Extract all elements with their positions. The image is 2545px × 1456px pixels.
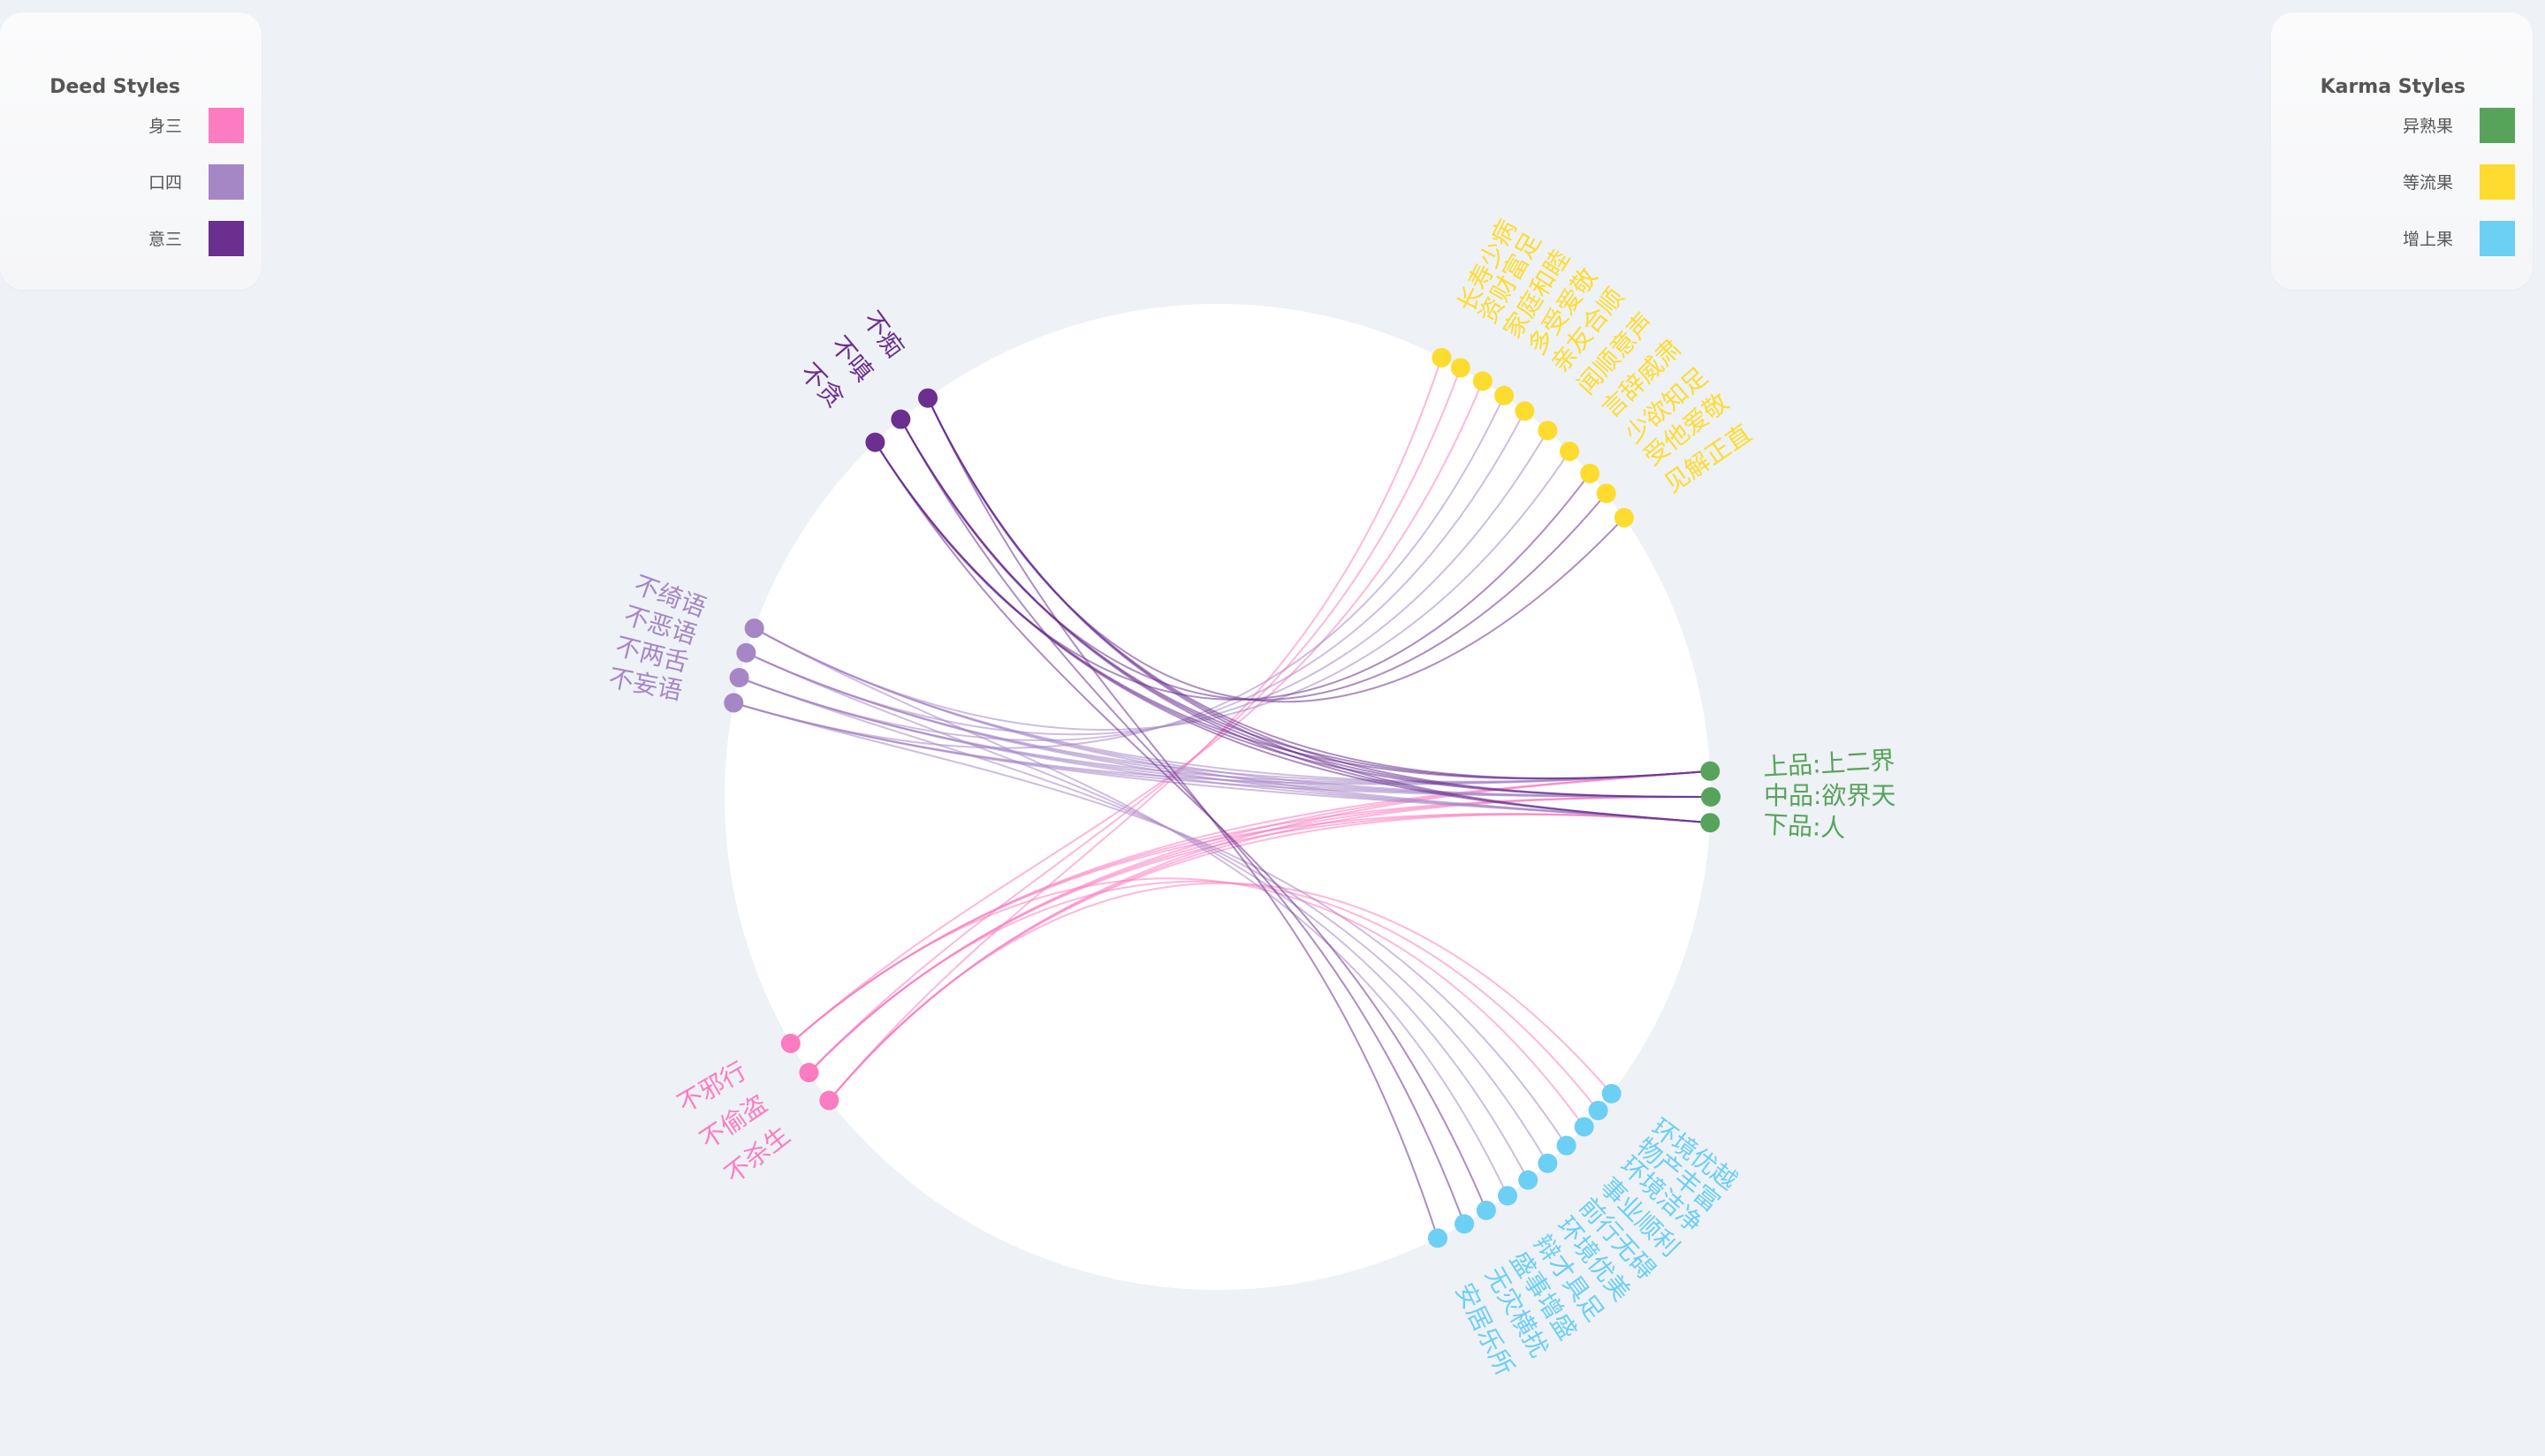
- node-dot[interactable]: [819, 1090, 839, 1111]
- deed-legend-title: Deed Styles: [49, 76, 180, 98]
- node-dot[interactable]: [918, 388, 938, 408]
- node-dot[interactable]: [1455, 1214, 1474, 1234]
- node-dot[interactable]: [1497, 1186, 1517, 1206]
- node-dot[interactable]: [865, 432, 885, 452]
- chord-link[interactable]: [927, 398, 1711, 824]
- legend-swatch: [209, 108, 244, 143]
- chord-link[interactable]: [790, 877, 1585, 1127]
- node-dot[interactable]: [1476, 1200, 1496, 1220]
- legend-swatch: [2480, 164, 2515, 200]
- node-dot[interactable]: [1432, 347, 1452, 368]
- node-dot[interactable]: [1574, 1117, 1594, 1137]
- legend-label: 身三: [148, 117, 182, 136]
- node-dot[interactable]: [1515, 401, 1535, 421]
- legend-label: 口四: [148, 173, 182, 193]
- chord-link[interactable]: [927, 398, 1439, 1239]
- legend-label: 等流果: [2402, 173, 2453, 193]
- karma-legend: Karma Styles 异熟果 等流果 增上果: [2271, 12, 2533, 290]
- chord-link[interactable]: [739, 410, 1526, 742]
- node-dot[interactable]: [1494, 385, 1515, 406]
- deed-legend: Deed Styles 身三 口四 意三: [0, 12, 262, 290]
- node-dot[interactable]: [729, 668, 749, 688]
- node-dot[interactable]: [724, 693, 744, 713]
- legend-label: 异熟果: [2402, 117, 2453, 136]
- karma-legend-title: Karma Styles: [2320, 76, 2465, 98]
- node-dot[interactable]: [1596, 483, 1616, 504]
- node-dot[interactable]: [799, 1063, 819, 1083]
- node-dot[interactable]: [891, 409, 911, 429]
- node-dot[interactable]: [1556, 1135, 1576, 1156]
- legend-label: 意三: [148, 230, 182, 249]
- node-dot[interactable]: [1538, 1153, 1558, 1173]
- node-dot[interactable]: [1700, 813, 1721, 833]
- legend-swatch: [2480, 221, 2515, 256]
- link-layer: [733, 357, 1712, 1239]
- node-dot[interactable]: [736, 642, 756, 663]
- chord-link[interactable]: [874, 442, 1487, 1211]
- node-dot[interactable]: [1472, 371, 1493, 391]
- node-dot[interactable]: [1588, 1100, 1608, 1120]
- node-layer: [724, 347, 1721, 1248]
- node-dot[interactable]: [1427, 1228, 1447, 1248]
- node-dot[interactable]: [1700, 761, 1721, 781]
- node-label: 下品:人: [1762, 809, 1846, 843]
- legend-label: 增上果: [2402, 230, 2453, 249]
- node-dot[interactable]: [1450, 358, 1470, 378]
- node-dot[interactable]: [1701, 787, 1721, 807]
- chord-link[interactable]: [754, 627, 1508, 1196]
- node-dot[interactable]: [1559, 441, 1579, 461]
- node-dot[interactable]: [1538, 421, 1558, 441]
- node-dot[interactable]: [1580, 463, 1600, 483]
- node-label: 上品:上二界: [1762, 746, 1895, 782]
- chord-link[interactable]: [808, 880, 1599, 1111]
- node-dot[interactable]: [1614, 507, 1634, 527]
- legend-swatch: [209, 221, 244, 256]
- legend-swatch: [2480, 108, 2515, 143]
- chord-link[interactable]: [828, 882, 1613, 1102]
- node-dot[interactable]: [1518, 1170, 1538, 1190]
- chord-link[interactable]: [754, 627, 1711, 824]
- legend-swatch: [209, 164, 244, 200]
- node-dot[interactable]: [744, 618, 764, 639]
- node-label: 中品:欲界天: [1764, 781, 1895, 810]
- node-dot[interactable]: [780, 1034, 801, 1053]
- node-dot[interactable]: [1601, 1083, 1622, 1103]
